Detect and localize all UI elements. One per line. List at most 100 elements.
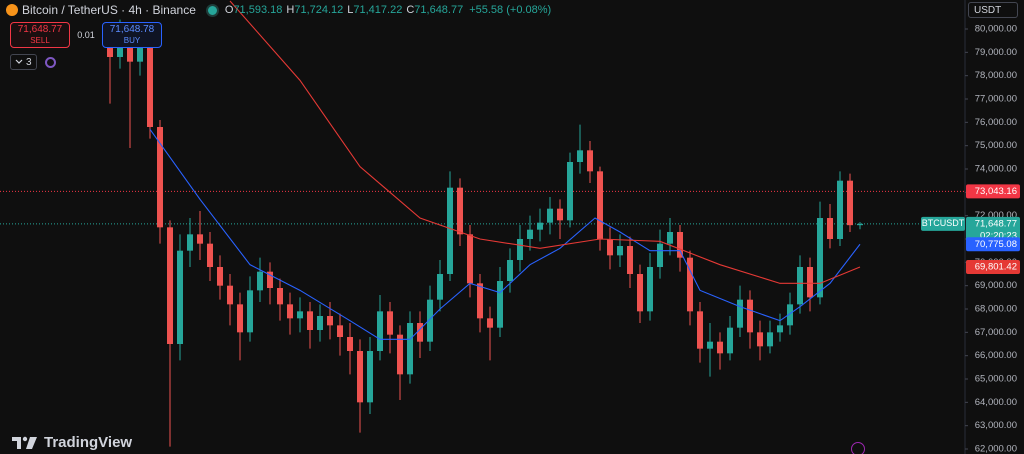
y-tick-label: 77,000.00 [975, 94, 1017, 105]
candle-body [207, 243, 213, 268]
ma-tag-bg [966, 237, 1020, 252]
candle-body [507, 260, 513, 282]
y-tick-label: 79,000.00 [975, 47, 1017, 58]
candle-body [517, 239, 523, 261]
brand-name: TradingView [44, 434, 133, 451]
coin-icon [6, 4, 18, 16]
candle-body [287, 304, 293, 319]
candle-body [837, 180, 843, 240]
indicator-toggle[interactable]: 3 [10, 54, 37, 70]
candle-body [217, 267, 223, 286]
y-tick-label: 72,000.00 [975, 210, 1017, 221]
candle-body [817, 218, 823, 298]
candle-body [637, 274, 643, 312]
candle-body [277, 288, 283, 305]
ma-tag-bg [966, 259, 1020, 274]
candle-body [307, 311, 313, 331]
candle-body [417, 323, 423, 342]
alert-icon[interactable] [851, 442, 865, 454]
symbol-header: Bitcoin / TetherUS · 4h · Binance O71,59… [6, 2, 551, 18]
quantity: 0.01 [77, 30, 95, 40]
ohlc-item: L71,417.22 [347, 4, 402, 16]
indicator-count: 3 [26, 56, 32, 68]
candle-body [107, 45, 113, 58]
buy-label: BUY [123, 36, 141, 45]
ohlc-key: L [347, 4, 354, 16]
bar-countdown: 02:20:23 [980, 230, 1017, 241]
candle-body [777, 325, 783, 333]
candle-body [717, 341, 723, 354]
sell-label: SELL [30, 36, 50, 45]
candle-body [147, 47, 153, 128]
y-tick-label: 65,000.00 [975, 374, 1017, 385]
candle-body [607, 239, 613, 256]
candle-body [697, 311, 703, 349]
y-tick-label: 66,000.00 [975, 350, 1017, 361]
y-tick-label: 63,000.00 [975, 420, 1017, 431]
ohlc-item: C71,648.77 [406, 4, 463, 16]
candle-body [237, 304, 243, 333]
candle-body [247, 290, 253, 333]
ohlc-legend: O71,593.18 H71,724.12 L71,417.22 C71,648.77… [225, 4, 551, 16]
candle-body [557, 208, 563, 221]
moving-average-line [229, 0, 861, 284]
brand-logo: TradingView [12, 434, 132, 451]
currency: USDT [974, 4, 1002, 16]
ma-end-label: 70,775.08 [975, 239, 1017, 250]
candle-body [857, 223, 863, 226]
indicator-icon[interactable] [44, 56, 56, 68]
indicator-bar: 3 [10, 54, 56, 70]
candle-body [357, 351, 363, 403]
candle-body [527, 229, 533, 240]
candle-body [367, 351, 373, 403]
ohlc-item: H71,724.12 [286, 4, 343, 16]
ohlc-item: O71,593.18 [225, 4, 283, 16]
candle-body [727, 327, 733, 354]
sell-button[interactable]: 71,648.77 SELL [10, 22, 70, 48]
price-line-label: 73,043.16 [975, 186, 1017, 197]
brand-mark [12, 436, 37, 449]
candle-body [497, 281, 503, 328]
candle-body [787, 304, 793, 326]
price-line-tag-bg [966, 184, 1020, 199]
candle-body [647, 267, 653, 312]
symbol-title: Bitcoin / TetherUS · 4h · Binance [22, 3, 196, 17]
moving-average-line [149, 129, 861, 340]
candle-body [327, 316, 333, 326]
y-tick-label: 69,000.00 [975, 280, 1017, 291]
candle-body [537, 222, 543, 230]
candle-body [797, 267, 803, 305]
y-tick-label: 67,000.00 [975, 327, 1017, 338]
y-tick-label: 75,000.00 [975, 140, 1017, 151]
currency-select[interactable]: USDT [968, 2, 1018, 18]
candle-body [317, 316, 323, 331]
market-status [205, 3, 219, 17]
ohlc-value: 71,593.18 [233, 4, 283, 16]
candle-body [397, 334, 403, 375]
candle-body [437, 274, 443, 300]
ma-end-label: 69,801.42 [975, 261, 1017, 272]
y-tick-label: 76,000.00 [975, 117, 1017, 128]
candle-body [577, 150, 583, 163]
last-price-tag-bg [966, 216, 1020, 243]
candle-body [227, 285, 233, 305]
candle-body [447, 187, 453, 275]
y-tick-label: 62,000.00 [975, 444, 1017, 454]
candle-body [757, 332, 763, 347]
candle-body [137, 47, 143, 62]
buy-price: 71,648.78 [109, 24, 155, 35]
buy-button[interactable]: 71,648.78 BUY [102, 22, 162, 48]
ohlc-key: O [224, 4, 234, 16]
candle-body [267, 271, 273, 289]
candle-body [457, 187, 463, 235]
candle-body [127, 40, 133, 62]
candle-body [677, 232, 683, 258]
candle-body [187, 234, 193, 251]
candle-body [707, 341, 713, 349]
candle-body [477, 283, 483, 319]
candle-body [297, 311, 303, 319]
y-tick-label: 64,000.00 [975, 397, 1017, 408]
candle-body [687, 257, 693, 312]
